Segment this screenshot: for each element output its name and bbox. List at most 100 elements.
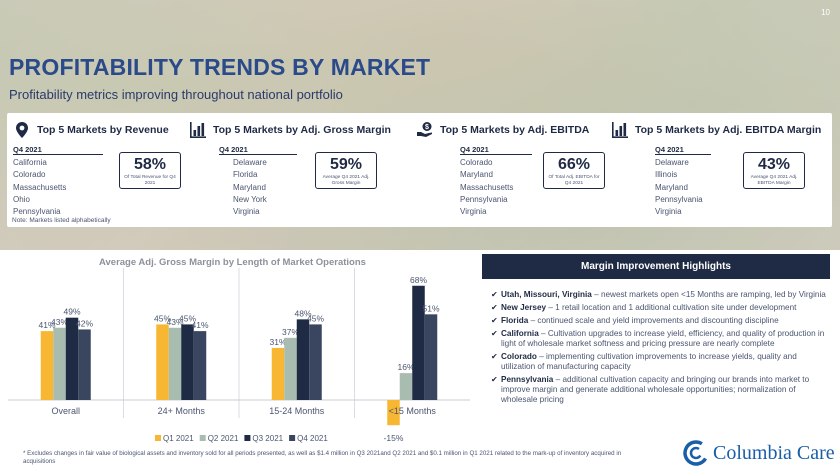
bar — [65, 317, 79, 400]
highlight-market: Colorado — [501, 352, 537, 361]
data-label: 48% — [294, 308, 311, 318]
highlight-item: ✔ Colorado – implementing cultivation imp… — [491, 352, 831, 372]
list-item: Delaware — [233, 158, 267, 167]
data-label: 43% — [51, 317, 68, 327]
columbia-care-logo-icon — [683, 440, 709, 466]
footnote: * Excludes changes in fair value of biol… — [23, 450, 622, 465]
list-item: Massachusetts — [460, 182, 514, 192]
category-label: 24+ Months — [158, 406, 206, 416]
page-subtitle: Profitability metrics improving througho… — [9, 87, 343, 102]
market-gross-margin-title: Top 5 Markets by Adj. Gross Margin — [213, 124, 391, 136]
highlights-title: Margin Improvement Highlights — [482, 254, 830, 279]
top-markets-panel: Top 5 Markets by Revenue Q4 2021 Califor… — [7, 113, 832, 227]
bar — [168, 327, 182, 400]
highlight-text: – Cultivation upgrades to increase yield… — [501, 329, 825, 348]
hand-dollar-icon: $ — [417, 122, 432, 137]
bar — [78, 329, 91, 400]
market-ebitda-margin-title: Top 5 Markets by Adj. EBITDA Margin — [635, 124, 822, 136]
bar — [296, 319, 310, 400]
data-label: 45% — [307, 313, 324, 323]
list-item: Ohio — [13, 194, 30, 204]
market-ebitda: $ Top 5 Markets by Adj. EBITDA Q4 2021 C… — [416, 113, 616, 227]
category-label: 15-24 Months — [269, 406, 325, 416]
list-item: Colorado — [13, 170, 46, 180]
bar — [309, 324, 322, 400]
kpi-caption: Of Total Revenue for Q4 2021 — [124, 175, 176, 186]
highlight-market: California — [501, 329, 539, 338]
data-label: 31% — [269, 337, 286, 347]
list-item: Colorado — [460, 158, 493, 167]
market-ebitda-list: Colorado Maryland Massachusetts Pennsylv… — [460, 157, 513, 218]
highlight-market: Florida — [501, 316, 529, 325]
checkmark-icon: ✔ — [491, 290, 498, 299]
legend-label: Q4 2021 — [297, 434, 328, 443]
data-label: -15% — [384, 433, 404, 443]
bar — [284, 337, 297, 400]
data-label: 37% — [282, 327, 299, 337]
legend-label: Q3 2021 — [252, 434, 283, 443]
list-item: Maryland — [233, 182, 266, 192]
kpi-value: 66% — [557, 156, 591, 173]
legend-label: Q2 2021 — [208, 434, 239, 443]
market-gross-margin-quarter: Q4 2021 — [219, 145, 248, 154]
kpi-value: 59% — [329, 156, 363, 173]
brand-logo: Columbia Care — [683, 440, 835, 466]
legend-swatch — [244, 435, 251, 441]
checkmark-icon: ✔ — [491, 303, 498, 312]
brand-name: Columbia Care — [713, 441, 835, 464]
page-number: 10 — [821, 8, 830, 17]
market-gross-margin: Top 5 Markets by Adj. Gross Margin Q4 20… — [189, 113, 391, 227]
legend-swatch — [199, 435, 206, 441]
highlights-list: ✔ Utah, Missouri, Virginia – newest marke… — [491, 290, 831, 408]
checkmark-icon: ✔ — [491, 375, 498, 384]
list-item: Pennsylvania — [460, 194, 508, 204]
list-item: New York — [233, 194, 267, 204]
kpi-box: 66% Of Total Adj. EBITDA for Q4 2021 — [543, 152, 605, 189]
bar — [53, 327, 66, 400]
highlight-item: ✔ Utah, Missouri, Virginia – newest marke… — [491, 290, 831, 300]
market-ebitda-margin: Top 5 Markets by Adj. EBITDA Margin Q4 2… — [611, 113, 829, 227]
highlight-item: ✔ Florida – continued scale and yield imp… — [491, 316, 831, 326]
divider — [655, 154, 711, 155]
data-label: 41% — [38, 320, 55, 330]
bar — [193, 331, 207, 400]
highlight-text: – 1 retail location and 1 additional cul… — [546, 303, 797, 312]
bar-chart-icon — [190, 122, 206, 138]
bar — [412, 285, 425, 400]
data-label: 16% — [397, 362, 414, 372]
list-item: Virginia — [460, 207, 487, 217]
kpi-box: 43% Average Q4 2021 Adj. EBITDA Margin — [743, 152, 805, 189]
checkmark-icon: ✔ — [491, 352, 498, 361]
bar-chart-icon — [612, 122, 628, 138]
market-ebitda-title: Top 5 Markets by Adj. EBITDA — [440, 124, 590, 136]
data-label: 51% — [422, 303, 439, 313]
checkmark-icon: ✔ — [491, 329, 498, 338]
list-item: Florida — [233, 170, 258, 180]
data-label: 45% — [154, 313, 171, 323]
data-label: 43% — [166, 317, 183, 327]
map-pin-icon — [16, 122, 28, 138]
legend-label: Q1 2021 — [163, 434, 194, 443]
list-item: California — [13, 158, 47, 167]
market-ebitda-quarter: Q4 2021 — [460, 145, 489, 154]
highlight-item: ✔ Pennsylvania – additional cultivation c… — [491, 375, 831, 405]
list-item: Maryland — [460, 170, 493, 180]
svg-text:$: $ — [425, 124, 429, 131]
highlight-text: – additional cultivation capacity and br… — [501, 375, 810, 404]
legend-swatch — [155, 435, 161, 441]
kpi-value: 58% — [133, 156, 167, 173]
highlight-text: – newest markets open <15 Months are ram… — [591, 290, 826, 299]
kpi-box: 59% Average Q4 2021 Adj. Gross Margin — [315, 152, 377, 189]
list-item: Pennsylvania — [13, 207, 61, 217]
kpi-value: 43% — [757, 156, 791, 173]
highlight-market: Pennsylvania — [501, 375, 554, 384]
kpi-caption: Average Q4 2021 Adj. EBITDA Margin — [750, 175, 798, 186]
data-label: 41% — [191, 320, 208, 330]
highlight-text: – implementing cultivation improvements … — [501, 352, 797, 371]
market-revenue-list: California Colorado Massachusetts Ohio P… — [13, 157, 66, 218]
market-ebitda-margin-quarter: Q4 2021 — [655, 145, 684, 154]
highlight-market: New Jersey — [501, 303, 547, 312]
highlight-item: ✔ California – Cultivation upgrades to in… — [491, 329, 831, 349]
market-revenue: Top 5 Markets by Revenue Q4 2021 Califor… — [13, 113, 208, 227]
